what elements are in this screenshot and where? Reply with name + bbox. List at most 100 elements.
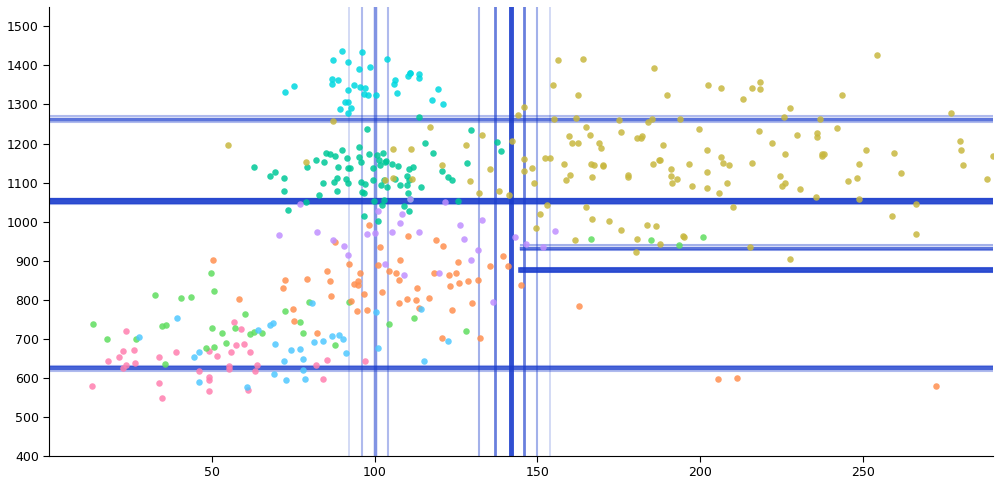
Point (340, 164, 356, 172)
Point (357, 84, 373, 92)
Point (329, 174, 345, 182)
Point (390, 162, 406, 170)
Point (489, 139, 505, 146)
Point (840, 177, 856, 185)
Point (131, 333, 147, 341)
Point (201, 376, 217, 383)
Point (315, 179, 331, 187)
Point (711, 189, 727, 197)
Point (792, 185, 808, 192)
Point (556, 160, 572, 168)
Point (365, 176, 381, 184)
Point (353, 157, 369, 165)
Point (276, 174, 292, 182)
Point (646, 64, 662, 72)
Point (233, 325, 249, 333)
Point (327, 238, 343, 246)
Point (586, 161, 602, 169)
Point (331, 331, 347, 339)
Point (491, 187, 507, 195)
Point (691, 125, 707, 133)
Point (111, 353, 127, 361)
Point (220, 140, 236, 148)
Point (340, 251, 356, 259)
Point (203, 270, 219, 278)
Point (547, 227, 563, 235)
Point (725, 203, 741, 211)
Point (309, 329, 325, 336)
Point (394, 210, 410, 218)
Point (205, 256, 221, 264)
Point (367, 229, 383, 237)
Point (351, 65, 367, 73)
Point (240, 386, 256, 394)
Point (359, 230, 375, 238)
Point (428, 236, 444, 243)
Point (191, 378, 207, 385)
Point (715, 159, 731, 167)
Point (575, 55, 591, 63)
Point (532, 210, 548, 218)
Point (298, 158, 314, 166)
Point (584, 215, 600, 223)
Point (325, 117, 341, 124)
Point (286, 82, 302, 89)
Point (472, 334, 488, 342)
Point (829, 124, 845, 132)
Point (403, 145, 419, 153)
Point (611, 116, 627, 123)
Point (664, 179, 680, 187)
Point (400, 190, 416, 197)
Point (392, 181, 408, 189)
Point (254, 329, 270, 337)
Point (319, 267, 335, 275)
Point (354, 188, 370, 196)
Point (858, 146, 874, 154)
Point (434, 161, 450, 169)
Point (277, 307, 293, 314)
Point (510, 111, 526, 119)
Point (340, 98, 356, 106)
Point (406, 314, 422, 322)
Point (516, 167, 532, 175)
Point (373, 181, 389, 189)
Point (595, 163, 611, 171)
Point (372, 243, 388, 251)
Point (571, 302, 587, 310)
Point (401, 165, 417, 173)
Point (391, 299, 407, 307)
Point (474, 132, 490, 139)
Point (542, 155, 558, 162)
Point (422, 123, 438, 131)
Point (459, 158, 475, 166)
Point (744, 159, 760, 167)
Point (500, 261, 516, 269)
Point (546, 116, 562, 123)
Point (561, 132, 577, 140)
Point (450, 258, 466, 266)
Point (339, 154, 355, 161)
Point (147, 291, 163, 299)
Point (376, 196, 392, 204)
Point (629, 235, 645, 243)
Point (324, 80, 340, 87)
Point (620, 171, 636, 179)
Point (246, 328, 262, 336)
Point (777, 150, 793, 158)
Point (99, 335, 115, 343)
Point (435, 242, 451, 250)
Point (675, 232, 691, 240)
Point (408, 296, 424, 304)
Point (570, 91, 586, 99)
Point (308, 156, 324, 164)
Point (462, 177, 478, 185)
Point (304, 299, 320, 307)
Point (516, 155, 532, 163)
Point (886, 149, 902, 157)
Point (645, 160, 661, 168)
Point (309, 228, 325, 236)
Point (375, 150, 391, 157)
Point (346, 280, 362, 288)
Point (359, 125, 375, 133)
Point (340, 87, 356, 94)
